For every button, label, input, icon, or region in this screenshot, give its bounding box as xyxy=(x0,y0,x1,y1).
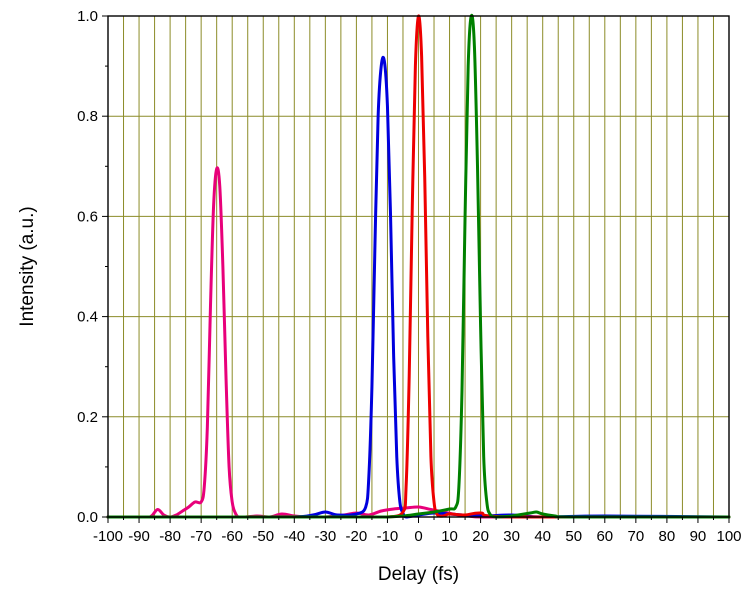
y-tick-label: 0.0 xyxy=(77,509,98,526)
x-axis-label: Delay (fs) xyxy=(378,564,459,585)
x-tick-label: -100 xyxy=(93,528,123,545)
x-tick-label: 50 xyxy=(565,528,582,545)
y-tick-labels: 0.0 0.2 0.4 0.6 0.8 1.0 xyxy=(77,8,98,526)
grid xyxy=(108,16,729,517)
y-tick-label: 1.0 xyxy=(77,8,98,25)
x-tick-label: -60 xyxy=(221,528,243,545)
y-tick-label: 0.6 xyxy=(77,208,98,225)
x-tick-label: 40 xyxy=(534,528,551,545)
x-tick-label: 70 xyxy=(628,528,645,545)
x-tick-label: -70 xyxy=(190,528,212,545)
x-tick-label: 20 xyxy=(472,528,489,545)
y-tick-label: 0.2 xyxy=(77,409,98,426)
y-tick-label: 0.4 xyxy=(77,309,98,326)
y-tick-label: 0.8 xyxy=(77,108,98,125)
x-tick-label: 80 xyxy=(659,528,676,545)
x-tick-label: 10 xyxy=(441,528,458,545)
x-tick-label: -90 xyxy=(128,528,150,545)
axis-ticks xyxy=(102,15,730,523)
x-tick-label: 30 xyxy=(503,528,520,545)
x-tick-labels: -100 -90 -80 -70 -60 -50 -40 -30 -20 -10 0 10 20 30 40… xyxy=(93,528,742,545)
x-tick-label: -50 xyxy=(252,528,274,545)
series-line-4 xyxy=(106,13,731,519)
x-tick-label: 60 xyxy=(596,528,613,545)
x-tick-label: -80 xyxy=(159,528,181,545)
x-tick-label: 0 xyxy=(414,528,422,545)
x-tick-label: 100 xyxy=(716,528,741,545)
x-tick-label: -40 xyxy=(283,528,305,545)
x-tick-label: -30 xyxy=(315,528,337,545)
series-line-3 xyxy=(106,14,731,519)
x-tick-label: -10 xyxy=(377,528,399,545)
x-tick-label: -20 xyxy=(346,528,368,545)
y-axis-label: Intensity (a.u.) xyxy=(17,206,38,326)
x-tick-label: 90 xyxy=(690,528,707,545)
